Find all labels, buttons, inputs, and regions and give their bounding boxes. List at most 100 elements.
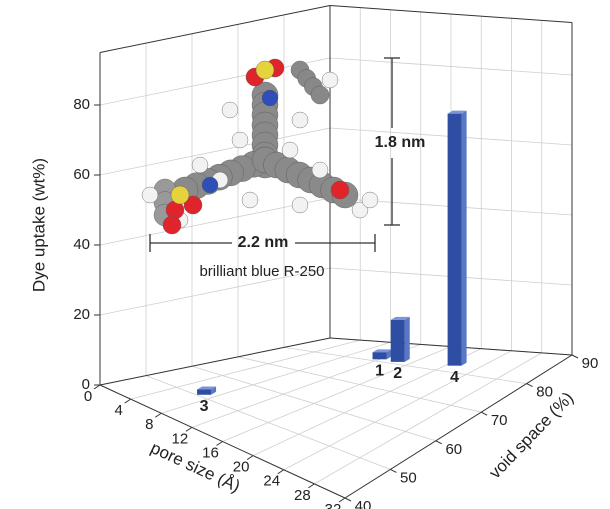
x-tick-label: 16 [202, 444, 219, 461]
tick-mark [124, 398, 131, 404]
grid-line [99, 127, 331, 176]
grid-layer [93, 5, 579, 503]
bar-side [461, 110, 467, 366]
atom [261, 89, 279, 107]
annotation: 2.2 nm [238, 234, 289, 251]
tick-mark [246, 455, 254, 461]
x-tick-label: 4 [114, 402, 122, 419]
grid-line [237, 356, 482, 413]
tick-mark [216, 441, 223, 446]
bar [447, 113, 462, 366]
grid-line [130, 339, 361, 400]
y-tick-label: 70 [491, 412, 508, 429]
tick-mark [344, 497, 352, 502]
x-tick-label: 28 [294, 487, 311, 504]
bar-top [447, 110, 467, 114]
scale-bars [149, 57, 400, 252]
z-tick-label: 20 [73, 306, 90, 323]
x-tick-label: 20 [233, 459, 250, 476]
grid-line [283, 347, 527, 384]
tick-mark [277, 469, 285, 475]
bar [372, 352, 387, 360]
atom [291, 196, 309, 214]
tick-mark [93, 384, 101, 390]
bar [197, 389, 212, 395]
tick-mark [308, 483, 315, 489]
tick-mark [526, 383, 533, 388]
atom [311, 161, 329, 179]
axis-edge [99, 5, 331, 53]
tick-mark [390, 468, 397, 473]
atom [191, 156, 209, 174]
grid-line [161, 341, 391, 414]
atom [351, 201, 369, 219]
atom [201, 176, 219, 194]
x-axis-title: pore size (Å) [148, 438, 243, 496]
atom [310, 85, 330, 105]
x-tick-label: 32 [325, 501, 342, 509]
grid-line [145, 375, 391, 470]
bar-label: 4 [450, 369, 459, 386]
atom [255, 60, 275, 80]
grid-line [99, 267, 331, 316]
bar-top [390, 316, 410, 320]
grid-line [191, 365, 436, 442]
y-axis-title: void space (%) [485, 388, 577, 482]
atom [183, 195, 203, 215]
y-tick-label: 50 [400, 469, 417, 486]
atom [281, 141, 299, 159]
atom [321, 71, 339, 89]
bar-top [372, 349, 392, 353]
atom [361, 191, 379, 209]
annotation: brilliant blue R-250 [199, 263, 324, 280]
z-axis-title: Dye uptake (wt%) [29, 158, 48, 292]
z-tick-label: 60 [73, 166, 90, 183]
atom [221, 101, 239, 119]
bar [390, 319, 405, 362]
atom [170, 185, 190, 205]
y-tick-label: 60 [445, 441, 462, 458]
tick-mark [571, 354, 579, 359]
annotation: 1.8 nm [375, 134, 426, 151]
atom [291, 111, 309, 129]
grid-line [314, 352, 542, 485]
x-tick-label: 12 [172, 430, 189, 447]
bar-label: 3 [200, 398, 209, 415]
axis-edge [344, 354, 573, 499]
atom [330, 180, 350, 200]
grid-line [99, 57, 331, 106]
bar-side [404, 316, 410, 362]
grid-line [222, 346, 452, 442]
tick-mark [338, 497, 346, 503]
tick-mark [435, 440, 443, 445]
z-tick-label: 80 [73, 96, 90, 113]
atom [241, 191, 259, 209]
axis-edge [99, 337, 331, 386]
bar-label: 2 [393, 365, 402, 382]
tick-mark [480, 411, 488, 416]
z-tick-label: 40 [73, 236, 90, 253]
axis-edge [99, 384, 346, 499]
y-tick-label: 40 [355, 498, 372, 509]
z-tick-label: 0 [82, 376, 90, 393]
x-tick-label: 24 [263, 473, 280, 490]
molecule-illustration [141, 58, 379, 235]
grid-line [283, 350, 512, 471]
x-tick-label: 8 [145, 416, 153, 433]
tick-mark [154, 412, 162, 418]
bar-label: 1 [375, 363, 384, 380]
bar-side [211, 386, 217, 395]
bar-top [197, 386, 217, 390]
bar-layer [197, 110, 467, 395]
y-tick-label: 90 [582, 355, 599, 372]
y-tick-label: 80 [536, 384, 553, 401]
bar-side [386, 349, 392, 360]
grid-line [252, 348, 482, 456]
tick-mark [185, 426, 193, 432]
axis-edge [329, 5, 573, 23]
atom [231, 131, 249, 149]
atom [141, 186, 159, 204]
x-tick-label: 0 [84, 388, 92, 405]
atom [162, 215, 182, 235]
